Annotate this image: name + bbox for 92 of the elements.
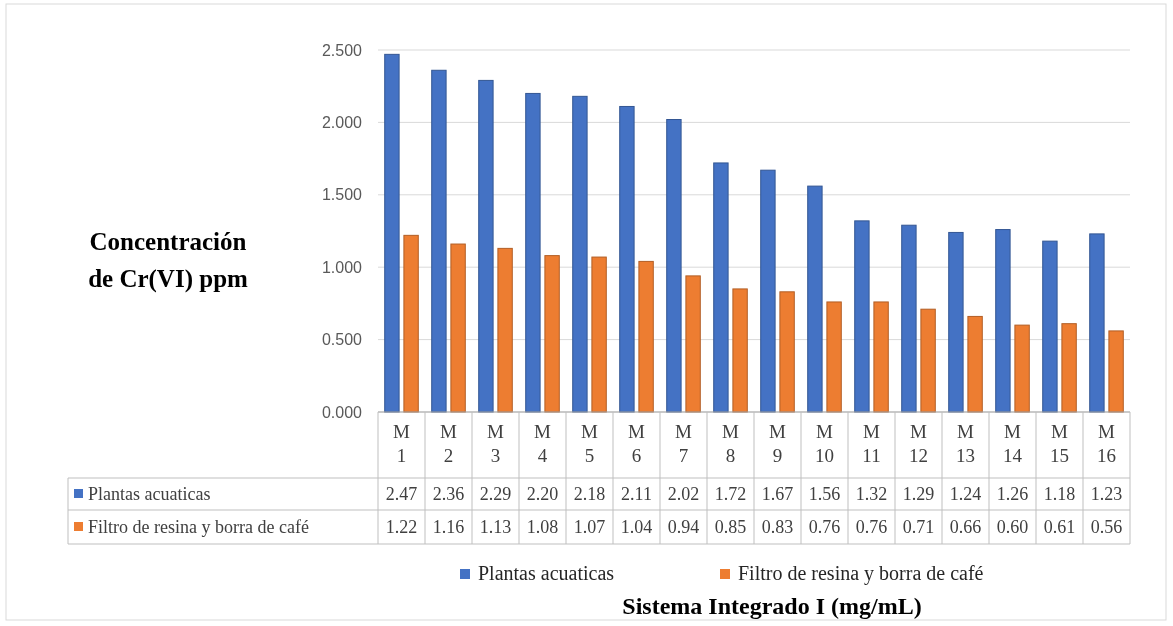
data-label: 0.83	[761, 517, 794, 537]
legend-label: Plantas acuaticas	[478, 562, 615, 584]
text: Sistema Integrado I (mg/mL)	[622, 593, 922, 619]
data-label: 0.94	[667, 517, 700, 537]
data-label: 2.11	[621, 484, 652, 504]
bar	[450, 243, 466, 413]
data-label: 0.66	[949, 517, 982, 537]
y-tick-label: 2.000	[321, 114, 363, 132]
x-tick-label: M 9	[769, 421, 787, 466]
bar	[1089, 233, 1105, 413]
data-label: 0.71	[902, 517, 935, 537]
bar	[525, 92, 541, 413]
data-label: 2.18	[573, 484, 606, 504]
data-label: 2.02	[667, 484, 700, 504]
bar	[1061, 323, 1077, 413]
data-label: 2.36	[432, 484, 465, 504]
data-label: 1.07	[573, 517, 606, 537]
data-label: 2.29	[479, 484, 512, 504]
data-label: 1.23	[1090, 484, 1123, 504]
data-label: 1.29	[902, 484, 935, 504]
data-label: 1.67	[761, 484, 794, 504]
data-label: 1.18	[1043, 484, 1076, 504]
bar	[1108, 330, 1124, 413]
y-tick-label: 1.500	[321, 186, 363, 204]
bar	[638, 260, 654, 413]
bar	[1042, 240, 1058, 413]
bar	[685, 275, 701, 413]
x-tick-label: M 14	[1003, 421, 1023, 466]
bar	[873, 301, 889, 413]
data-label: 0.56	[1090, 517, 1123, 537]
bar	[1014, 324, 1030, 413]
bar	[666, 119, 682, 413]
bar	[995, 229, 1011, 413]
x-tick-label: M 1	[393, 421, 411, 466]
bar	[779, 291, 795, 413]
bar	[920, 308, 936, 413]
data-label: 1.08	[526, 517, 559, 537]
bar	[948, 231, 964, 413]
y-tick-label: 0.000	[321, 403, 363, 421]
x-tick-label: M 4	[534, 421, 552, 466]
bar	[760, 169, 776, 413]
x-tick-label: M 8	[722, 421, 740, 466]
text: Plantas acuaticas	[88, 484, 211, 504]
y-tick-label: 1.000	[321, 258, 363, 276]
data-label: 1.24	[949, 484, 982, 504]
bar	[732, 288, 748, 413]
x-tick-label: M 12	[909, 421, 928, 466]
bar	[807, 185, 823, 413]
bar	[854, 220, 870, 413]
data-label: 0.61	[1043, 517, 1076, 537]
data-label: 1.72	[714, 484, 747, 504]
data-label: 2.20	[526, 484, 559, 504]
text: Filtro de resina y borra de café	[738, 562, 984, 584]
y-tick-label: 0.500	[321, 331, 363, 349]
data-label: 0.76	[855, 517, 888, 537]
legend-label: Filtro de resina y borra de café	[88, 517, 309, 537]
bar	[591, 256, 607, 413]
bar	[713, 162, 729, 413]
bar	[431, 69, 447, 413]
data-label: 2.47	[385, 484, 418, 504]
x-tick-label: M 3	[487, 421, 505, 466]
x-tick-label: M 7	[675, 421, 693, 466]
bar	[619, 105, 635, 413]
bar	[384, 53, 400, 413]
data-label: 1.56	[808, 484, 841, 504]
y-axis-title: Concentración de Cr(VI) ppm	[88, 228, 249, 293]
data-label: 1.22	[385, 517, 418, 537]
bar	[544, 255, 560, 413]
x-tick-label: M 13	[956, 421, 975, 466]
x-tick-label: M 10	[815, 421, 834, 466]
x-tick-label: M 5	[581, 421, 599, 466]
data-label: 0.60	[996, 517, 1029, 537]
data-label: 1.04	[620, 517, 653, 537]
data-label: 0.76	[808, 517, 841, 537]
data-label: 1.32	[855, 484, 888, 504]
bar	[497, 247, 513, 413]
x-tick-label: M 6	[628, 421, 646, 466]
data-label: 1.13	[479, 517, 512, 537]
bar	[572, 95, 588, 413]
bar	[901, 224, 917, 413]
x-tick-label: M 11	[862, 421, 881, 466]
data-label: 1.26	[996, 484, 1029, 504]
bar	[967, 315, 983, 413]
x-tick-label: M 15	[1050, 421, 1069, 466]
bar	[826, 301, 842, 413]
data-label: 0.85	[714, 517, 747, 537]
x-tick-label: M 2	[440, 421, 458, 466]
bar	[403, 234, 419, 413]
y-tick-label: 2.500	[321, 41, 363, 59]
x-tick-label: M 16	[1097, 421, 1116, 466]
bar	[478, 79, 494, 413]
data-label: 1.16	[432, 517, 465, 537]
